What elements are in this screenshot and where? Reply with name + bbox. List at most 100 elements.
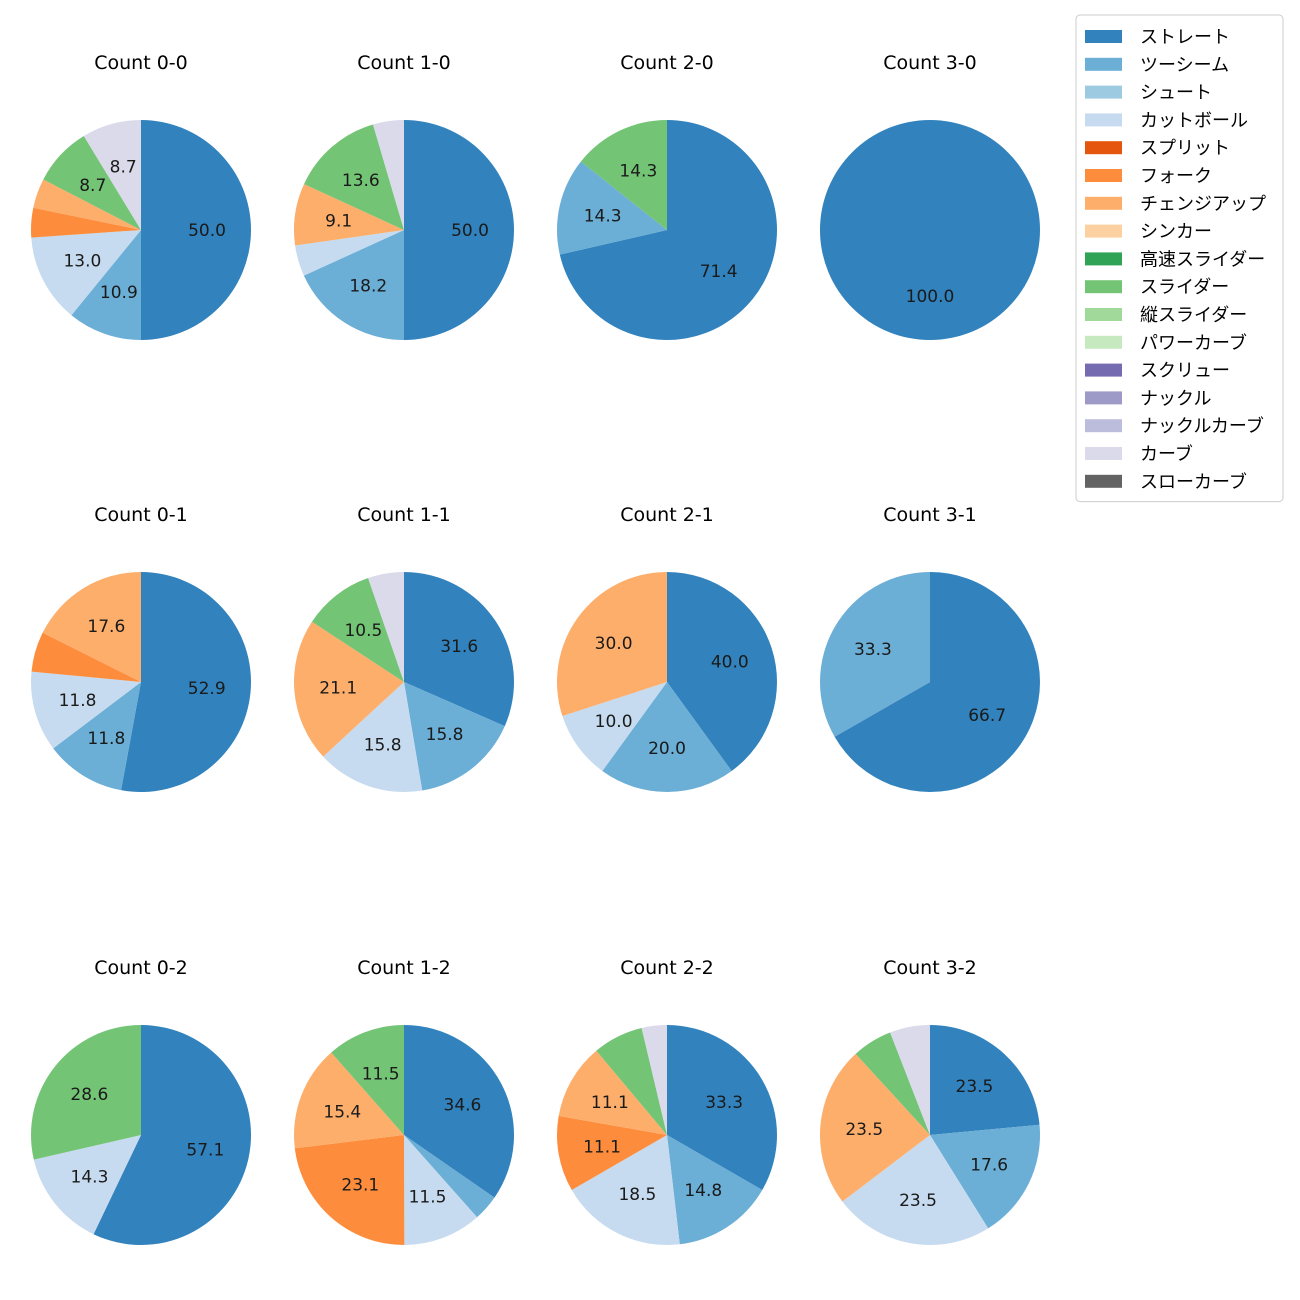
pie-slice — [404, 682, 505, 791]
pie-slice — [667, 572, 778, 771]
legend-entry-label: ストレート — [1140, 27, 1230, 48]
pie-slice-label: 15.8 — [426, 725, 464, 745]
pie-slice — [930, 1124, 1041, 1229]
pie-slice — [303, 230, 404, 340]
pie-title: Count 2-2 — [620, 957, 714, 979]
pie-slice — [294, 621, 404, 757]
legend-entry-label: ナックルカーブ — [1140, 415, 1264, 437]
legend-swatch — [1085, 308, 1122, 321]
legend-entry-label: スライダー — [1140, 277, 1229, 298]
legend-swatch — [1085, 169, 1122, 182]
pie-slice — [558, 1050, 667, 1135]
pie-slice — [819, 572, 930, 737]
pie-slice — [842, 1135, 989, 1246]
pie-slice — [31, 671, 142, 749]
pie-slice — [294, 1135, 405, 1246]
legend-entry-label: スクリュー — [1140, 361, 1230, 382]
pie-count-1-1: Count 1-1 31.6 15.8 15.8 21.1 10.5 — [294, 504, 514, 792]
pie-slice-label: 66.7 — [968, 706, 1006, 726]
pie-slice-label: 10.5 — [344, 621, 382, 641]
pie-slice-label: 40.0 — [711, 653, 749, 673]
pie-count-0-0: Count 0-0 50.0 10.9 13.0 8.78.7 — [30, 52, 251, 340]
pie-slice-label: 23.1 — [341, 1175, 379, 1195]
pie-slice — [30, 207, 141, 238]
pie-title: Count 1-2 — [357, 957, 451, 979]
pie-slice — [33, 1135, 141, 1235]
pie-slice — [557, 1115, 667, 1190]
pie-slice — [641, 1025, 667, 1135]
pie-slice — [311, 578, 404, 682]
pie-slice — [294, 184, 404, 246]
pie-slice-label: 10.0 — [595, 712, 633, 732]
pie-slice — [596, 1027, 667, 1135]
legend-swatch — [1085, 30, 1122, 43]
pie-slice-label: 18.2 — [349, 277, 387, 297]
pie-slice-label: 34.6 — [444, 1095, 482, 1115]
pie-title: Count 1-1 — [357, 504, 451, 526]
pie-slice — [404, 120, 514, 340]
legend-swatch — [1085, 363, 1122, 377]
pie-title: Count 2-1 — [620, 504, 714, 526]
pie-slice — [580, 119, 667, 230]
pie-slice-label: 18.5 — [618, 1185, 656, 1205]
pie-slice — [323, 682, 423, 792]
pie-slice-label: 13.0 — [63, 251, 101, 271]
pie-slice-label: 11.1 — [583, 1137, 621, 1157]
pie-slice-label: 11.5 — [409, 1188, 447, 1208]
legend: ストレートツーシームシュートカットボールスプリットフォークチェンジアップシンカー… — [1075, 14, 1284, 503]
pie-count-0-1: Count 0-1 52.9 11.8 11.8 17.6 — [31, 504, 251, 792]
pie-count-3-2: Count 3-2 23.5 17.6 23.5 23.5 — [819, 957, 1041, 1246]
legend-swatch — [1085, 141, 1122, 155]
legend-entry-label: シュート — [1140, 83, 1212, 104]
pie-slice-label: 57.1 — [186, 1141, 224, 1161]
pie-slice-label: 21.1 — [319, 678, 357, 698]
pie-slice-label: 9.1 — [325, 212, 352, 232]
pie-count-3-1: Count 3-1 66.7 33.3 — [819, 504, 1040, 792]
legend-entry-label: スローカーブ — [1140, 471, 1247, 493]
pie-slice-label: 20.0 — [648, 739, 686, 759]
pie-slice — [121, 572, 251, 792]
pie-slice-label: 71.4 — [700, 262, 738, 282]
legend-swatch — [1085, 419, 1122, 433]
pie-title: Count 3-0 — [883, 52, 977, 74]
pie-count-2-1: Count 2-1 40.0 20.0 10.0 30.0 — [556, 504, 778, 793]
pie-slice — [562, 682, 667, 771]
legend-swatch — [1085, 196, 1122, 210]
pie-slice — [571, 1135, 680, 1246]
pie-slice — [667, 1135, 763, 1245]
pie-slice-label: 10.9 — [100, 283, 138, 303]
pie-title: Count 0-0 — [94, 52, 188, 74]
pie-title: Count 1-0 — [357, 52, 451, 74]
pie-slice — [304, 124, 404, 230]
pie-title: Count 2-0 — [620, 52, 714, 74]
pie-slice — [30, 1025, 142, 1160]
pie-title: Count 3-1 — [883, 504, 977, 526]
pie-slice-label: 28.6 — [70, 1085, 108, 1105]
legend-swatch — [1085, 335, 1122, 349]
pie-slice — [331, 1025, 404, 1135]
pie-slice-label: 100.0 — [906, 287, 955, 307]
pies-layer: Count 0-0 50.0 10.9 13.0 8.78.7 Count 1-0 50.0… — [30, 52, 1041, 1246]
legend-swatch — [1085, 474, 1122, 488]
pie-count-2-2: Count 2-2 33.3 14.8 18.5 11.1 11.1 — [557, 957, 777, 1246]
pie-slice-label: 8.7 — [110, 157, 137, 177]
pie-slice-label: 30.0 — [595, 634, 633, 654]
pie-slice-label: 11.8 — [59, 691, 97, 711]
pie-slice-label: 17.6 — [970, 1155, 1008, 1175]
pie-slice — [404, 1135, 495, 1218]
pie-slice — [294, 1052, 404, 1149]
pie-slice — [71, 230, 141, 340]
pie-slice-label: 31.6 — [440, 637, 478, 657]
pie-slice — [368, 572, 404, 682]
pie-slice-label: 52.9 — [188, 679, 226, 699]
pie-slice — [602, 682, 732, 793]
pie-count-1-2: Count 1-234.611.523.115.411.5 — [294, 957, 514, 1246]
legend-swatch — [1085, 280, 1122, 294]
pie-slice-label: 50.0 — [188, 221, 226, 241]
pie-slice — [404, 1025, 514, 1198]
pie-slice — [372, 120, 404, 230]
pie-slice — [31, 230, 141, 316]
pie-slice-label: 23.5 — [956, 1077, 994, 1097]
pie-count-2-0: Count 2-0 71.4 14.3 14.3 — [556, 52, 777, 340]
